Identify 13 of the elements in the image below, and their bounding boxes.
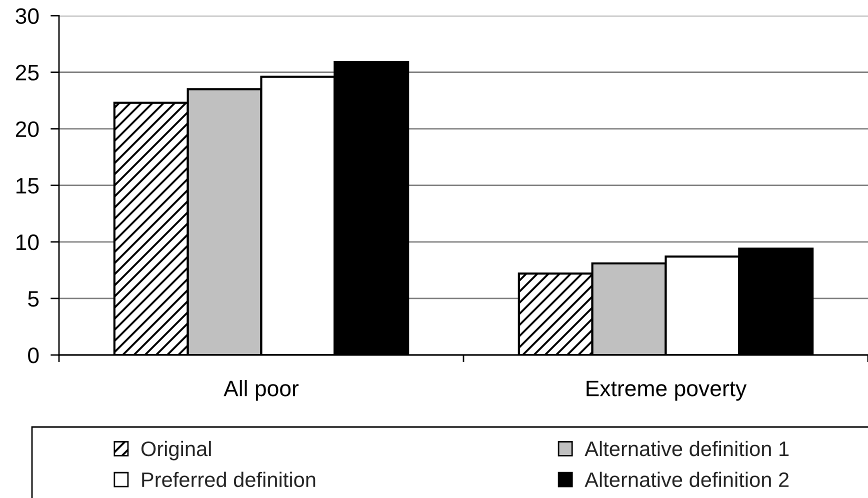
- x-tick-label: Extreme poverty: [586, 380, 747, 401]
- legend-label: Alternative definition 2: [584, 472, 789, 488]
- legend-label: Preferred definition: [142, 472, 316, 488]
- legend-label: Original: [141, 440, 211, 460]
- x-tick-label: All poor: [224, 380, 299, 401]
- y-tick-label: 15: [16, 178, 39, 194]
- y-tick-label: 5: [28, 291, 39, 307]
- y-tick-label: 25: [16, 64, 39, 81]
- legend-label: Alternative definition 1: [584, 440, 789, 456]
- y-tick-label: 10: [16, 234, 39, 250]
- y-tick-label: 0: [28, 348, 39, 364]
- y-tick-label: 20: [16, 121, 39, 138]
- y-tick-label: 30: [16, 8, 39, 24]
